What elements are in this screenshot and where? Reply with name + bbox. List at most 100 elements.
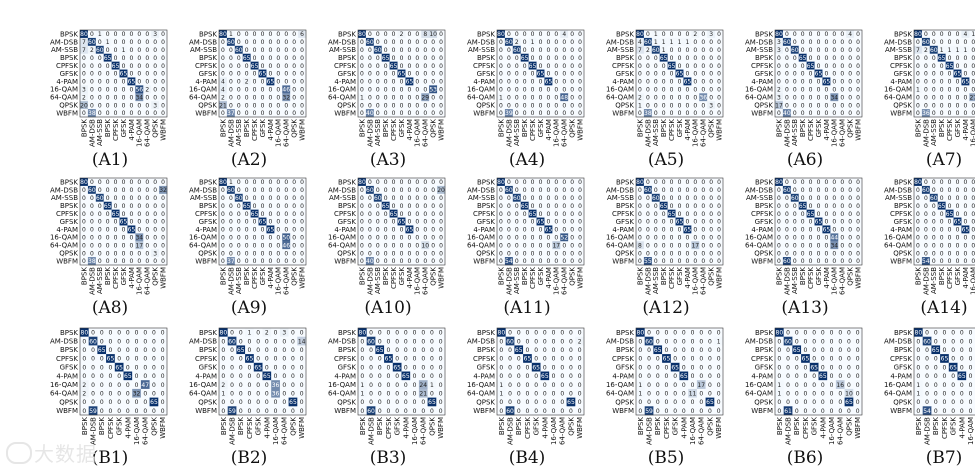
cell-value: 0 bbox=[817, 55, 821, 62]
cell-value: 0 bbox=[539, 227, 543, 234]
cell-value: 80 bbox=[81, 330, 89, 337]
cell-value: 7 bbox=[82, 39, 86, 46]
cell-value: 37 bbox=[227, 258, 235, 265]
cell-value: 65 bbox=[390, 211, 398, 218]
cell-value: 0 bbox=[499, 219, 503, 226]
cell-value: 0 bbox=[809, 227, 813, 234]
cell-value: 0 bbox=[795, 338, 799, 345]
cell-value: 65 bbox=[815, 219, 823, 226]
column-tick-label: BPSK bbox=[938, 267, 946, 285]
cell-value: 0 bbox=[499, 356, 503, 363]
cell-value: 80 bbox=[776, 330, 784, 337]
cell-value: 0 bbox=[237, 71, 241, 78]
cell-value: 0 bbox=[638, 258, 642, 265]
row-tick-label: CPFSK bbox=[751, 62, 773, 70]
cell-value: 0 bbox=[793, 71, 797, 78]
cell-value: 0 bbox=[98, 79, 102, 86]
row-tick-label: 4-PAM bbox=[334, 78, 356, 86]
cell-value: 0 bbox=[948, 79, 952, 86]
row-tick-label: WBFM bbox=[195, 407, 217, 415]
cell-value: 0 bbox=[368, 79, 372, 86]
cell-value: 0 bbox=[665, 338, 669, 345]
cell-value: 1 bbox=[638, 390, 642, 397]
cell-value: 0 bbox=[265, 338, 269, 345]
cell-value: 0 bbox=[376, 55, 380, 62]
cell-value: 80 bbox=[358, 31, 366, 38]
cell-value: 0 bbox=[407, 258, 411, 265]
row-tick-label: QPSK bbox=[893, 250, 912, 258]
cell-value: 0 bbox=[940, 219, 944, 226]
row-tick-label: BPSK bbox=[477, 178, 495, 186]
column-tick-label: BPSK bbox=[80, 267, 88, 285]
cell-value: 0 bbox=[507, 87, 511, 94]
cell-value: 0 bbox=[230, 373, 234, 380]
row-tick-label: BPSK bbox=[199, 178, 217, 186]
row-tick-label: WBFM bbox=[334, 407, 356, 415]
cell-value: 0 bbox=[638, 110, 642, 117]
cell-value: 0 bbox=[221, 39, 225, 46]
column-tick-label: AM-SSB bbox=[96, 119, 104, 146]
row-tick-label: AM-DSB bbox=[328, 186, 356, 194]
cell-value: 0 bbox=[376, 258, 380, 265]
cell-value: 0 bbox=[229, 219, 233, 226]
cell-value: 0 bbox=[109, 330, 113, 337]
column-tick-label: GFSK bbox=[120, 267, 128, 286]
cell-value: 0 bbox=[685, 235, 689, 242]
cell-value: 0 bbox=[523, 87, 527, 94]
cell-value: 80 bbox=[358, 179, 366, 186]
cell-value: 0 bbox=[647, 373, 651, 380]
cell-value: 0 bbox=[392, 110, 396, 117]
cell-value: 0 bbox=[221, 347, 225, 354]
cell-value: 0 bbox=[245, 63, 249, 70]
cell-value: 0 bbox=[392, 94, 396, 101]
column-tick-label: BPSK bbox=[636, 119, 644, 137]
cell-value: 0 bbox=[809, 250, 813, 257]
cell-value: 0 bbox=[526, 364, 530, 371]
cell-value: 0 bbox=[376, 187, 380, 194]
cell-value: 0 bbox=[100, 338, 104, 345]
cell-value: 0 bbox=[534, 408, 538, 415]
cell-value: 0 bbox=[673, 382, 677, 389]
row-tick-label: GFSK bbox=[60, 70, 79, 78]
cell-value: 0 bbox=[515, 187, 519, 194]
cell-value: 0 bbox=[546, 258, 550, 265]
row-tick-label: QPSK bbox=[337, 250, 356, 258]
cell-value: 0 bbox=[384, 219, 388, 226]
cell-value: 0 bbox=[126, 399, 130, 406]
cell-value: 0 bbox=[662, 187, 666, 194]
row-tick-label: BPSK bbox=[60, 329, 78, 337]
cell-value: 0 bbox=[801, 211, 805, 218]
cell-value: 65 bbox=[532, 364, 540, 371]
cell-value: 0 bbox=[932, 258, 936, 265]
cell-value: 0 bbox=[229, 102, 233, 109]
row-tick-label: 16-QAM bbox=[745, 86, 773, 94]
cell-value: 0 bbox=[368, 219, 372, 226]
cell-value: 1 bbox=[499, 382, 503, 389]
row-tick-label: QPSK bbox=[615, 250, 634, 258]
cell-value: 0 bbox=[924, 203, 928, 210]
cell-value: 0 bbox=[654, 79, 658, 86]
column-tick-label: CPFSK bbox=[246, 417, 254, 439]
column-tick-label: 4-PAM bbox=[263, 417, 271, 439]
cell-value: 0 bbox=[400, 211, 404, 218]
cell-value: 0 bbox=[647, 399, 651, 406]
cell-value: 0 bbox=[508, 382, 512, 389]
column-tick-label: AM-SSB bbox=[374, 267, 382, 294]
confusion-matrix: 8000000412000600000000012726011110000000… bbox=[834, 26, 973, 152]
cell-value: 0 bbox=[662, 235, 666, 242]
cell-value: 0 bbox=[253, 195, 257, 202]
cell-value: 0 bbox=[237, 211, 241, 218]
cell-value: 65 bbox=[251, 211, 259, 218]
column-tick-label: CPFSK bbox=[663, 417, 671, 439]
cell-value: 0 bbox=[531, 195, 535, 202]
cell-value: 0 bbox=[924, 79, 928, 86]
cell-value: 0 bbox=[801, 227, 805, 234]
cell-value: 0 bbox=[956, 110, 960, 117]
cell-value: 0 bbox=[523, 235, 527, 242]
cell-value: 0 bbox=[678, 235, 682, 242]
cell-value: 0 bbox=[678, 203, 682, 210]
cell-value: 0 bbox=[90, 235, 94, 242]
cell-value: 37 bbox=[227, 110, 235, 117]
